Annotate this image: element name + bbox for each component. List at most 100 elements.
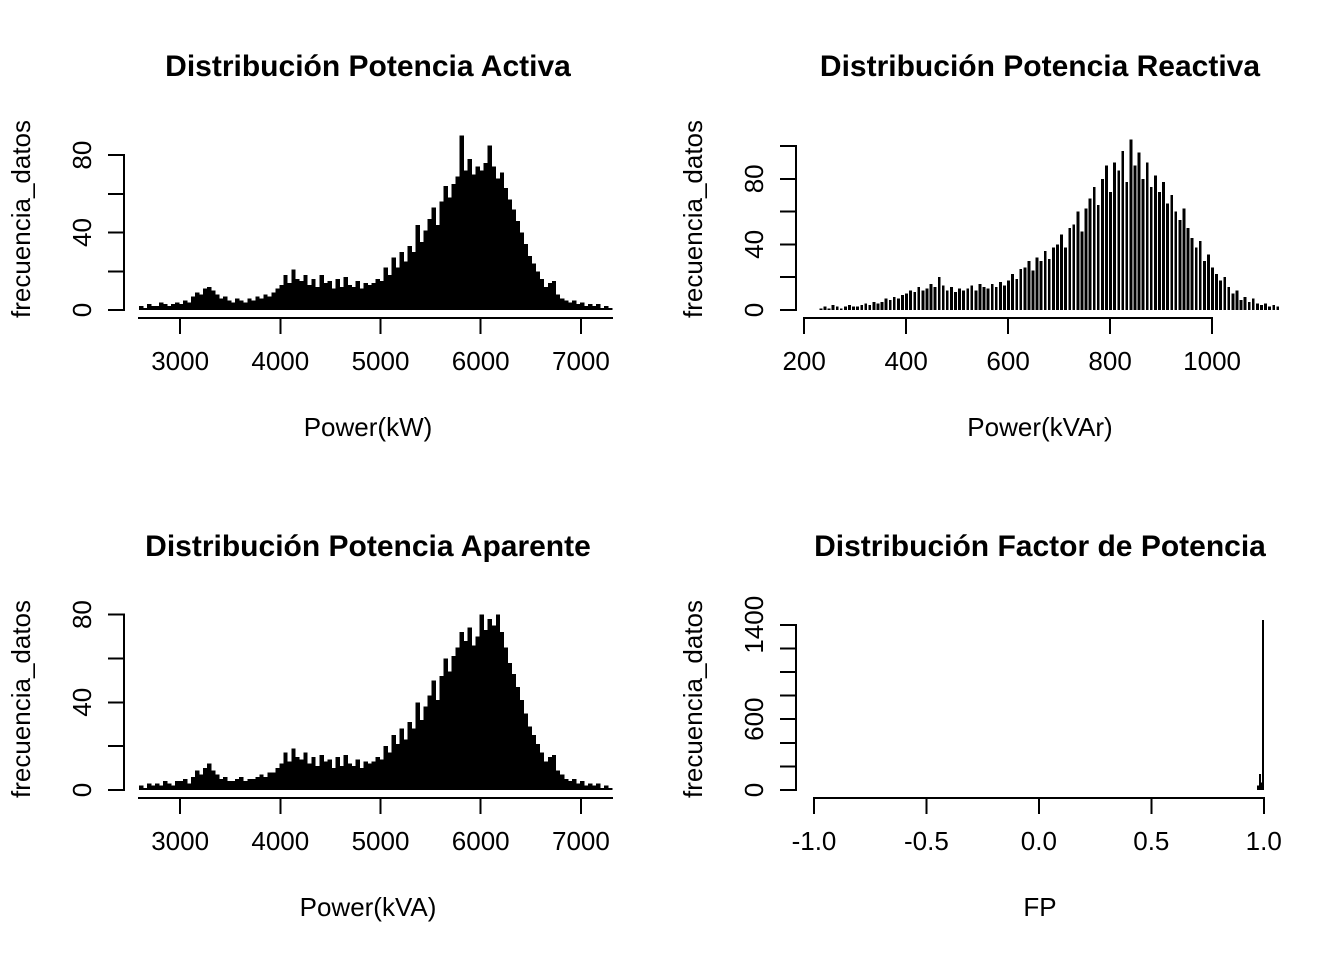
bar bbox=[447, 671, 453, 790]
bar bbox=[383, 267, 388, 310]
x-tick-label: 4000 bbox=[251, 346, 309, 376]
bar bbox=[868, 305, 872, 310]
bar bbox=[191, 296, 196, 310]
bar bbox=[371, 282, 376, 310]
bar bbox=[479, 614, 485, 790]
bar bbox=[945, 290, 949, 310]
bar bbox=[423, 706, 428, 790]
bar bbox=[199, 774, 204, 790]
bar bbox=[527, 726, 533, 790]
bar bbox=[587, 304, 593, 310]
x-tick-labels: 3000 4000 5000 6000 7000 bbox=[151, 826, 610, 856]
bar bbox=[295, 279, 300, 310]
y-tick-label: 600 bbox=[739, 697, 769, 740]
bar bbox=[1060, 234, 1063, 310]
y-tick-labels: 0 40 80 bbox=[67, 141, 97, 318]
x-axis-title: Power(kW) bbox=[304, 412, 433, 442]
bar bbox=[215, 774, 220, 790]
bar bbox=[335, 279, 340, 310]
bar bbox=[543, 761, 549, 790]
bar bbox=[1096, 205, 1100, 310]
bar bbox=[1109, 191, 1112, 310]
bar bbox=[159, 785, 164, 790]
bar bbox=[187, 783, 192, 790]
bar bbox=[455, 647, 461, 790]
bar bbox=[1251, 298, 1255, 310]
bar bbox=[207, 763, 212, 790]
y-tick-labels: 0 40 80 bbox=[67, 600, 97, 797]
bar bbox=[351, 286, 356, 310]
y-tick-label: 40 bbox=[739, 230, 769, 259]
bar bbox=[299, 280, 304, 310]
bar bbox=[990, 283, 994, 310]
bar bbox=[271, 772, 276, 790]
bar bbox=[243, 302, 248, 310]
bar bbox=[339, 765, 344, 790]
bar bbox=[1231, 293, 1235, 310]
bar bbox=[583, 306, 589, 310]
bar bbox=[379, 280, 384, 310]
bar bbox=[1105, 165, 1108, 310]
bar bbox=[323, 761, 328, 790]
bar bbox=[909, 290, 913, 310]
bar bbox=[151, 785, 156, 790]
y-axis-title: frecuencia_datos bbox=[6, 600, 36, 798]
bar bbox=[1158, 191, 1161, 310]
bar bbox=[519, 700, 525, 790]
bar bbox=[491, 625, 497, 790]
bar bbox=[856, 306, 860, 310]
bar bbox=[978, 283, 982, 310]
y-tick-label: 0 bbox=[739, 783, 769, 797]
bar bbox=[363, 761, 368, 790]
bar bbox=[1100, 178, 1104, 310]
bar bbox=[1239, 300, 1243, 310]
bar bbox=[1141, 178, 1145, 310]
y-axis bbox=[108, 154, 125, 311]
bar bbox=[407, 246, 412, 310]
bar bbox=[183, 300, 188, 310]
bar bbox=[1178, 219, 1182, 310]
bar bbox=[539, 279, 545, 310]
bar bbox=[933, 287, 937, 310]
bar bbox=[1023, 267, 1027, 310]
bar bbox=[831, 305, 835, 310]
bar bbox=[339, 286, 344, 310]
bar bbox=[913, 291, 917, 310]
bar bbox=[1035, 257, 1039, 310]
histogram-svg-activa: 3000 4000 5000 6000 7000 0 40 80 Distribución Po… bbox=[6, 50, 613, 442]
y-tick-label: 0 bbox=[67, 783, 97, 797]
bar bbox=[1190, 237, 1194, 310]
bar bbox=[1258, 774, 1262, 790]
bar bbox=[327, 280, 332, 310]
x-tick-label: 200 bbox=[782, 346, 825, 376]
bar bbox=[507, 199, 513, 310]
bar bbox=[1202, 260, 1206, 310]
bar bbox=[507, 662, 513, 790]
y-tick-labels: 0 600 1400 bbox=[739, 596, 769, 797]
bar bbox=[463, 640, 469, 790]
bar bbox=[982, 287, 986, 310]
bar bbox=[379, 759, 384, 790]
x-tick-label: 7000 bbox=[552, 346, 610, 376]
bar bbox=[539, 752, 545, 790]
bar bbox=[207, 286, 212, 310]
bar bbox=[435, 700, 440, 790]
bar bbox=[1113, 162, 1117, 310]
bar bbox=[1211, 267, 1214, 310]
bar bbox=[1011, 273, 1015, 310]
bar bbox=[327, 759, 332, 790]
bar bbox=[479, 170, 485, 310]
bar bbox=[475, 636, 481, 790]
y-tick-label: 0 bbox=[67, 303, 97, 317]
bar bbox=[937, 277, 941, 310]
bar bbox=[595, 304, 601, 310]
bar bbox=[291, 269, 296, 310]
x-tick-label: 1.0 bbox=[1246, 826, 1282, 856]
histogram-svg-fp: -1.0 -0.5 0.0 0.5 1.0 0 600 1400 Distribución Fa… bbox=[678, 530, 1282, 922]
bar bbox=[223, 776, 228, 790]
x-tick-label: 5000 bbox=[352, 826, 410, 856]
bar bbox=[263, 776, 268, 790]
bar bbox=[1194, 247, 1198, 310]
x-tick-label: -0.5 bbox=[904, 826, 949, 856]
bar bbox=[1219, 280, 1223, 310]
